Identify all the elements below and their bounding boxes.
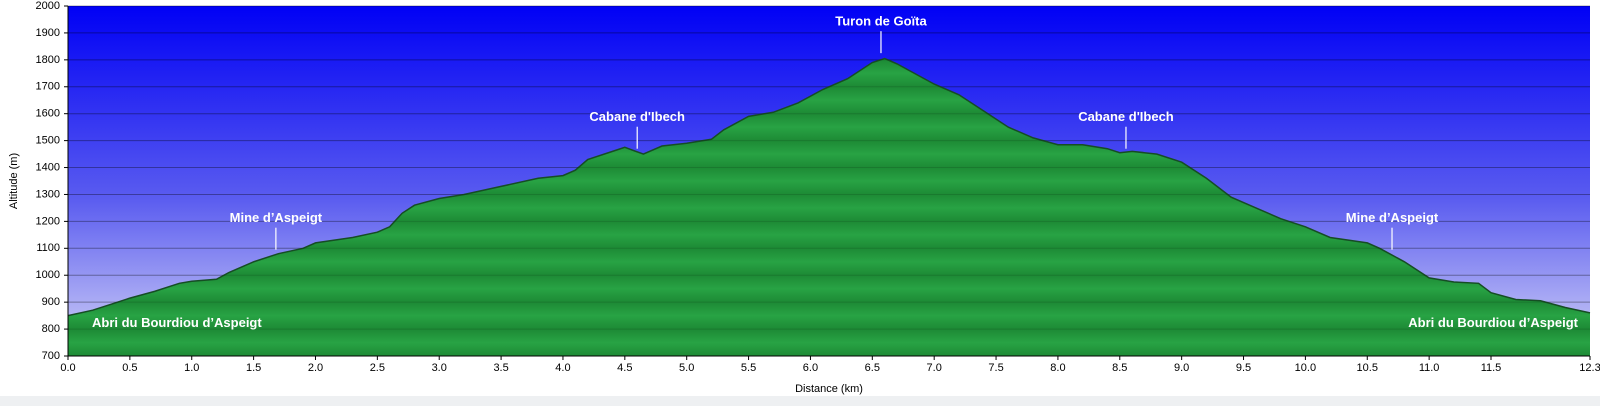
y-tick-label: 1800 xyxy=(36,54,60,66)
x-tick-label: 9.0 xyxy=(1174,362,1189,374)
y-tick-label: 1300 xyxy=(36,188,60,200)
y-tick-label: 700 xyxy=(42,350,60,362)
x-tick-label: 6.5 xyxy=(865,362,880,374)
x-tick-label: 2.5 xyxy=(370,362,385,374)
x-tick-label: 10.0 xyxy=(1295,362,1316,374)
x-tick-label: 8.0 xyxy=(1050,362,1065,374)
x-axis-title: Distance (km) xyxy=(795,383,863,395)
annotation: Abri du Bourdiou d’Aspeigt xyxy=(1408,315,1578,330)
annotation: Cabane d'Ibech xyxy=(1078,109,1174,124)
annotation: Abri du Bourdiou d’Aspeigt xyxy=(92,315,262,330)
y-tick-label: 1700 xyxy=(36,81,60,93)
y-tick-label: 1600 xyxy=(36,108,60,120)
y-tick-label: 1900 xyxy=(36,27,60,39)
annotation: Mine d’Aspeigt xyxy=(1346,210,1439,225)
x-tick-label: 3.5 xyxy=(493,362,508,374)
y-axis-title: Altitude (m) xyxy=(8,153,20,209)
area-fill xyxy=(68,58,1590,356)
x-tick-label: 3.0 xyxy=(432,362,447,374)
annotation: Turon de Goïta xyxy=(835,14,927,29)
annotation: Mine d’Aspeigt xyxy=(230,210,323,225)
x-tick-label: 10.5 xyxy=(1357,362,1378,374)
x-tick-label: 0.5 xyxy=(122,362,137,374)
x-tick-label: 0.0 xyxy=(60,362,75,374)
y-tick-label: 1100 xyxy=(36,242,60,254)
x-tick-label: 7.5 xyxy=(988,362,1003,374)
plot-area xyxy=(67,5,1591,357)
x-tick-label: 9.5 xyxy=(1236,362,1251,374)
x-tick-label: 5.0 xyxy=(679,362,694,374)
profile-line xyxy=(67,57,1591,317)
y-tick-label: 900 xyxy=(42,296,60,308)
x-tick-label: 1.0 xyxy=(184,362,199,374)
x-tick-label: 1.5 xyxy=(246,362,261,374)
y-tick-label: 2000 xyxy=(36,0,60,12)
x-tick-label: 4.5 xyxy=(617,362,632,374)
x-tick-label: 7.0 xyxy=(927,362,942,374)
y-tick-label: 1000 xyxy=(36,269,60,281)
x-tick-label: 12.3 xyxy=(1579,362,1600,374)
x-tick-label: 11.5 xyxy=(1481,362,1502,374)
y-tick-label: 800 xyxy=(42,323,60,335)
x-tick-label: 8.5 xyxy=(1112,362,1127,374)
x-tick-label: 5.5 xyxy=(741,362,756,374)
x-tick-label: 2.0 xyxy=(308,362,323,374)
x-tick-label: 6.0 xyxy=(803,362,818,374)
annotation: Cabane d'Ibech xyxy=(589,109,685,124)
y-tick-label: 1400 xyxy=(36,161,60,173)
footer-strip xyxy=(0,396,1600,406)
x-tick-label: 11.0 xyxy=(1419,362,1440,374)
y-tick-label: 1500 xyxy=(36,135,60,147)
x-tick-label: 4.0 xyxy=(555,362,570,374)
y-tick-label: 1200 xyxy=(36,215,60,227)
